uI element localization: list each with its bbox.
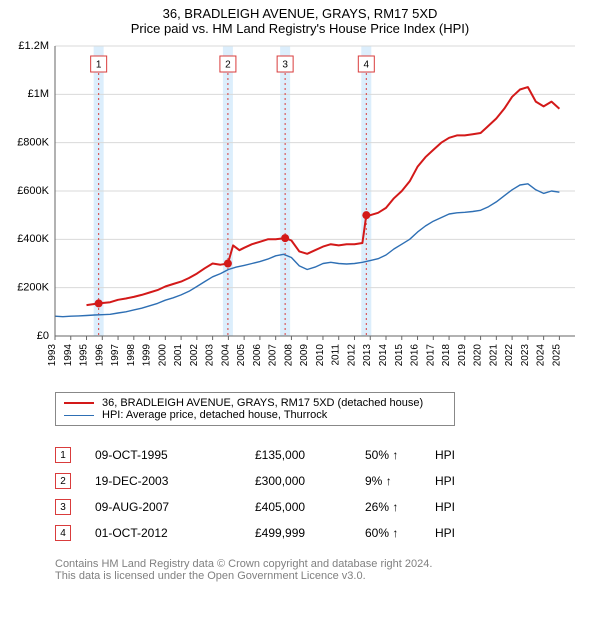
arrow-up-icon: [392, 448, 398, 462]
legend-label: HPI: Average price, detached house, Thur…: [102, 409, 327, 421]
svg-text:£0: £0: [37, 330, 49, 342]
svg-text:2024: 2024: [536, 344, 547, 367]
svg-text:£600K: £600K: [17, 185, 49, 197]
transaction-price: £300,000: [255, 474, 365, 488]
svg-text:1: 1: [96, 60, 102, 71]
svg-text:£400K: £400K: [17, 233, 49, 245]
svg-text:1997: 1997: [110, 344, 121, 367]
footer-line1: Contains HM Land Registry data © Crown c…: [55, 558, 432, 570]
svg-text:2021: 2021: [488, 344, 499, 367]
transaction-pct: 50%: [365, 448, 435, 462]
svg-text:2013: 2013: [362, 344, 373, 367]
svg-text:1994: 1994: [63, 344, 74, 367]
svg-text:2019: 2019: [457, 344, 468, 367]
transaction-date: 09-AUG-2007: [95, 500, 255, 514]
price-chart: 1 2 3 4 £0 £200K £400K £600K £800K £1M £1.2M 1993 19…: [0, 0, 600, 388]
svg-text:2018: 2018: [441, 344, 452, 367]
transaction-row: 2 19-DEC-2003£300,0009% HPI: [55, 468, 495, 494]
arrow-up-icon: [392, 526, 398, 540]
footer: Contains HM Land Registry data © Crown c…: [55, 558, 432, 582]
svg-text:2010: 2010: [315, 344, 326, 367]
svg-text:1993: 1993: [47, 344, 58, 367]
transaction-marker: 2: [55, 473, 71, 489]
svg-text:2007: 2007: [268, 344, 279, 367]
root: 36, BRADLEIGH AVENUE, GRAYS, RM17 5XD Pr…: [0, 0, 600, 620]
svg-text:1998: 1998: [126, 344, 137, 367]
transaction-date: 01-OCT-2012: [95, 526, 255, 540]
arrow-up-icon: [392, 500, 398, 514]
legend-row: 36, BRADLEIGH AVENUE, GRAYS, RM17 5XD (d…: [64, 397, 446, 409]
svg-text:2: 2: [225, 60, 231, 71]
legend-row: HPI: Average price, detached house, Thur…: [64, 409, 446, 421]
svg-text:2002: 2002: [189, 344, 200, 367]
legend: 36, BRADLEIGH AVENUE, GRAYS, RM17 5XD (d…: [55, 392, 455, 426]
footer-line2: This data is licensed under the Open Gov…: [55, 570, 432, 582]
svg-text:2014: 2014: [378, 344, 389, 367]
svg-text:2025: 2025: [551, 344, 562, 367]
transaction-vs: HPI: [435, 526, 495, 540]
svg-text:2009: 2009: [299, 344, 310, 367]
transaction-row: 1 09-OCT-1995£135,00050% HPI: [55, 442, 495, 468]
transaction-row: 3 09-AUG-2007£405,00026% HPI: [55, 494, 495, 520]
transaction-date: 09-OCT-1995: [95, 448, 255, 462]
arrow-up-icon: [386, 474, 392, 488]
transaction-row: 4 01-OCT-2012£499,99960% HPI: [55, 520, 495, 546]
transaction-price: £499,999: [255, 526, 365, 540]
svg-text:£1M: £1M: [28, 88, 49, 100]
svg-text:2016: 2016: [410, 344, 421, 367]
svg-text:2003: 2003: [205, 344, 216, 367]
svg-text:2006: 2006: [252, 344, 263, 367]
svg-text:2001: 2001: [173, 344, 184, 367]
legend-swatch: [64, 402, 94, 404]
svg-text:2012: 2012: [346, 344, 357, 367]
transaction-vs: HPI: [435, 500, 495, 514]
svg-text:2011: 2011: [331, 344, 342, 366]
svg-text:2000: 2000: [157, 344, 168, 367]
legend-label: 36, BRADLEIGH AVENUE, GRAYS, RM17 5XD (d…: [102, 397, 423, 409]
svg-text:3: 3: [282, 60, 288, 71]
transaction-marker: 3: [55, 499, 71, 515]
transaction-price: £135,000: [255, 448, 365, 462]
transactions-table: 109-OCT-1995£135,00050% HPI219-DEC-2003£…: [55, 442, 495, 546]
svg-text:2020: 2020: [473, 344, 484, 367]
legend-swatch: [64, 415, 94, 416]
svg-text:2004: 2004: [220, 344, 231, 367]
transaction-vs: HPI: [435, 474, 495, 488]
svg-text:£1.2M: £1.2M: [18, 40, 49, 52]
svg-text:2005: 2005: [236, 344, 247, 367]
svg-text:1999: 1999: [142, 344, 153, 367]
svg-text:2022: 2022: [504, 344, 515, 367]
svg-text:£800K: £800K: [17, 137, 49, 149]
svg-text:2017: 2017: [425, 344, 436, 367]
svg-text:4: 4: [364, 60, 370, 71]
svg-text:1995: 1995: [79, 344, 90, 367]
svg-text:£200K: £200K: [17, 282, 49, 294]
transaction-marker: 1: [55, 447, 71, 463]
transaction-price: £405,000: [255, 500, 365, 514]
transaction-pct: 9%: [365, 474, 435, 488]
svg-text:2008: 2008: [283, 344, 294, 367]
transaction-date: 19-DEC-2003: [95, 474, 255, 488]
svg-text:2023: 2023: [520, 344, 531, 367]
svg-text:1996: 1996: [94, 344, 105, 367]
svg-text:2015: 2015: [394, 344, 405, 367]
transaction-marker: 4: [55, 525, 71, 541]
transaction-pct: 26%: [365, 500, 435, 514]
transaction-pct: 60%: [365, 526, 435, 540]
transaction-vs: HPI: [435, 448, 495, 462]
